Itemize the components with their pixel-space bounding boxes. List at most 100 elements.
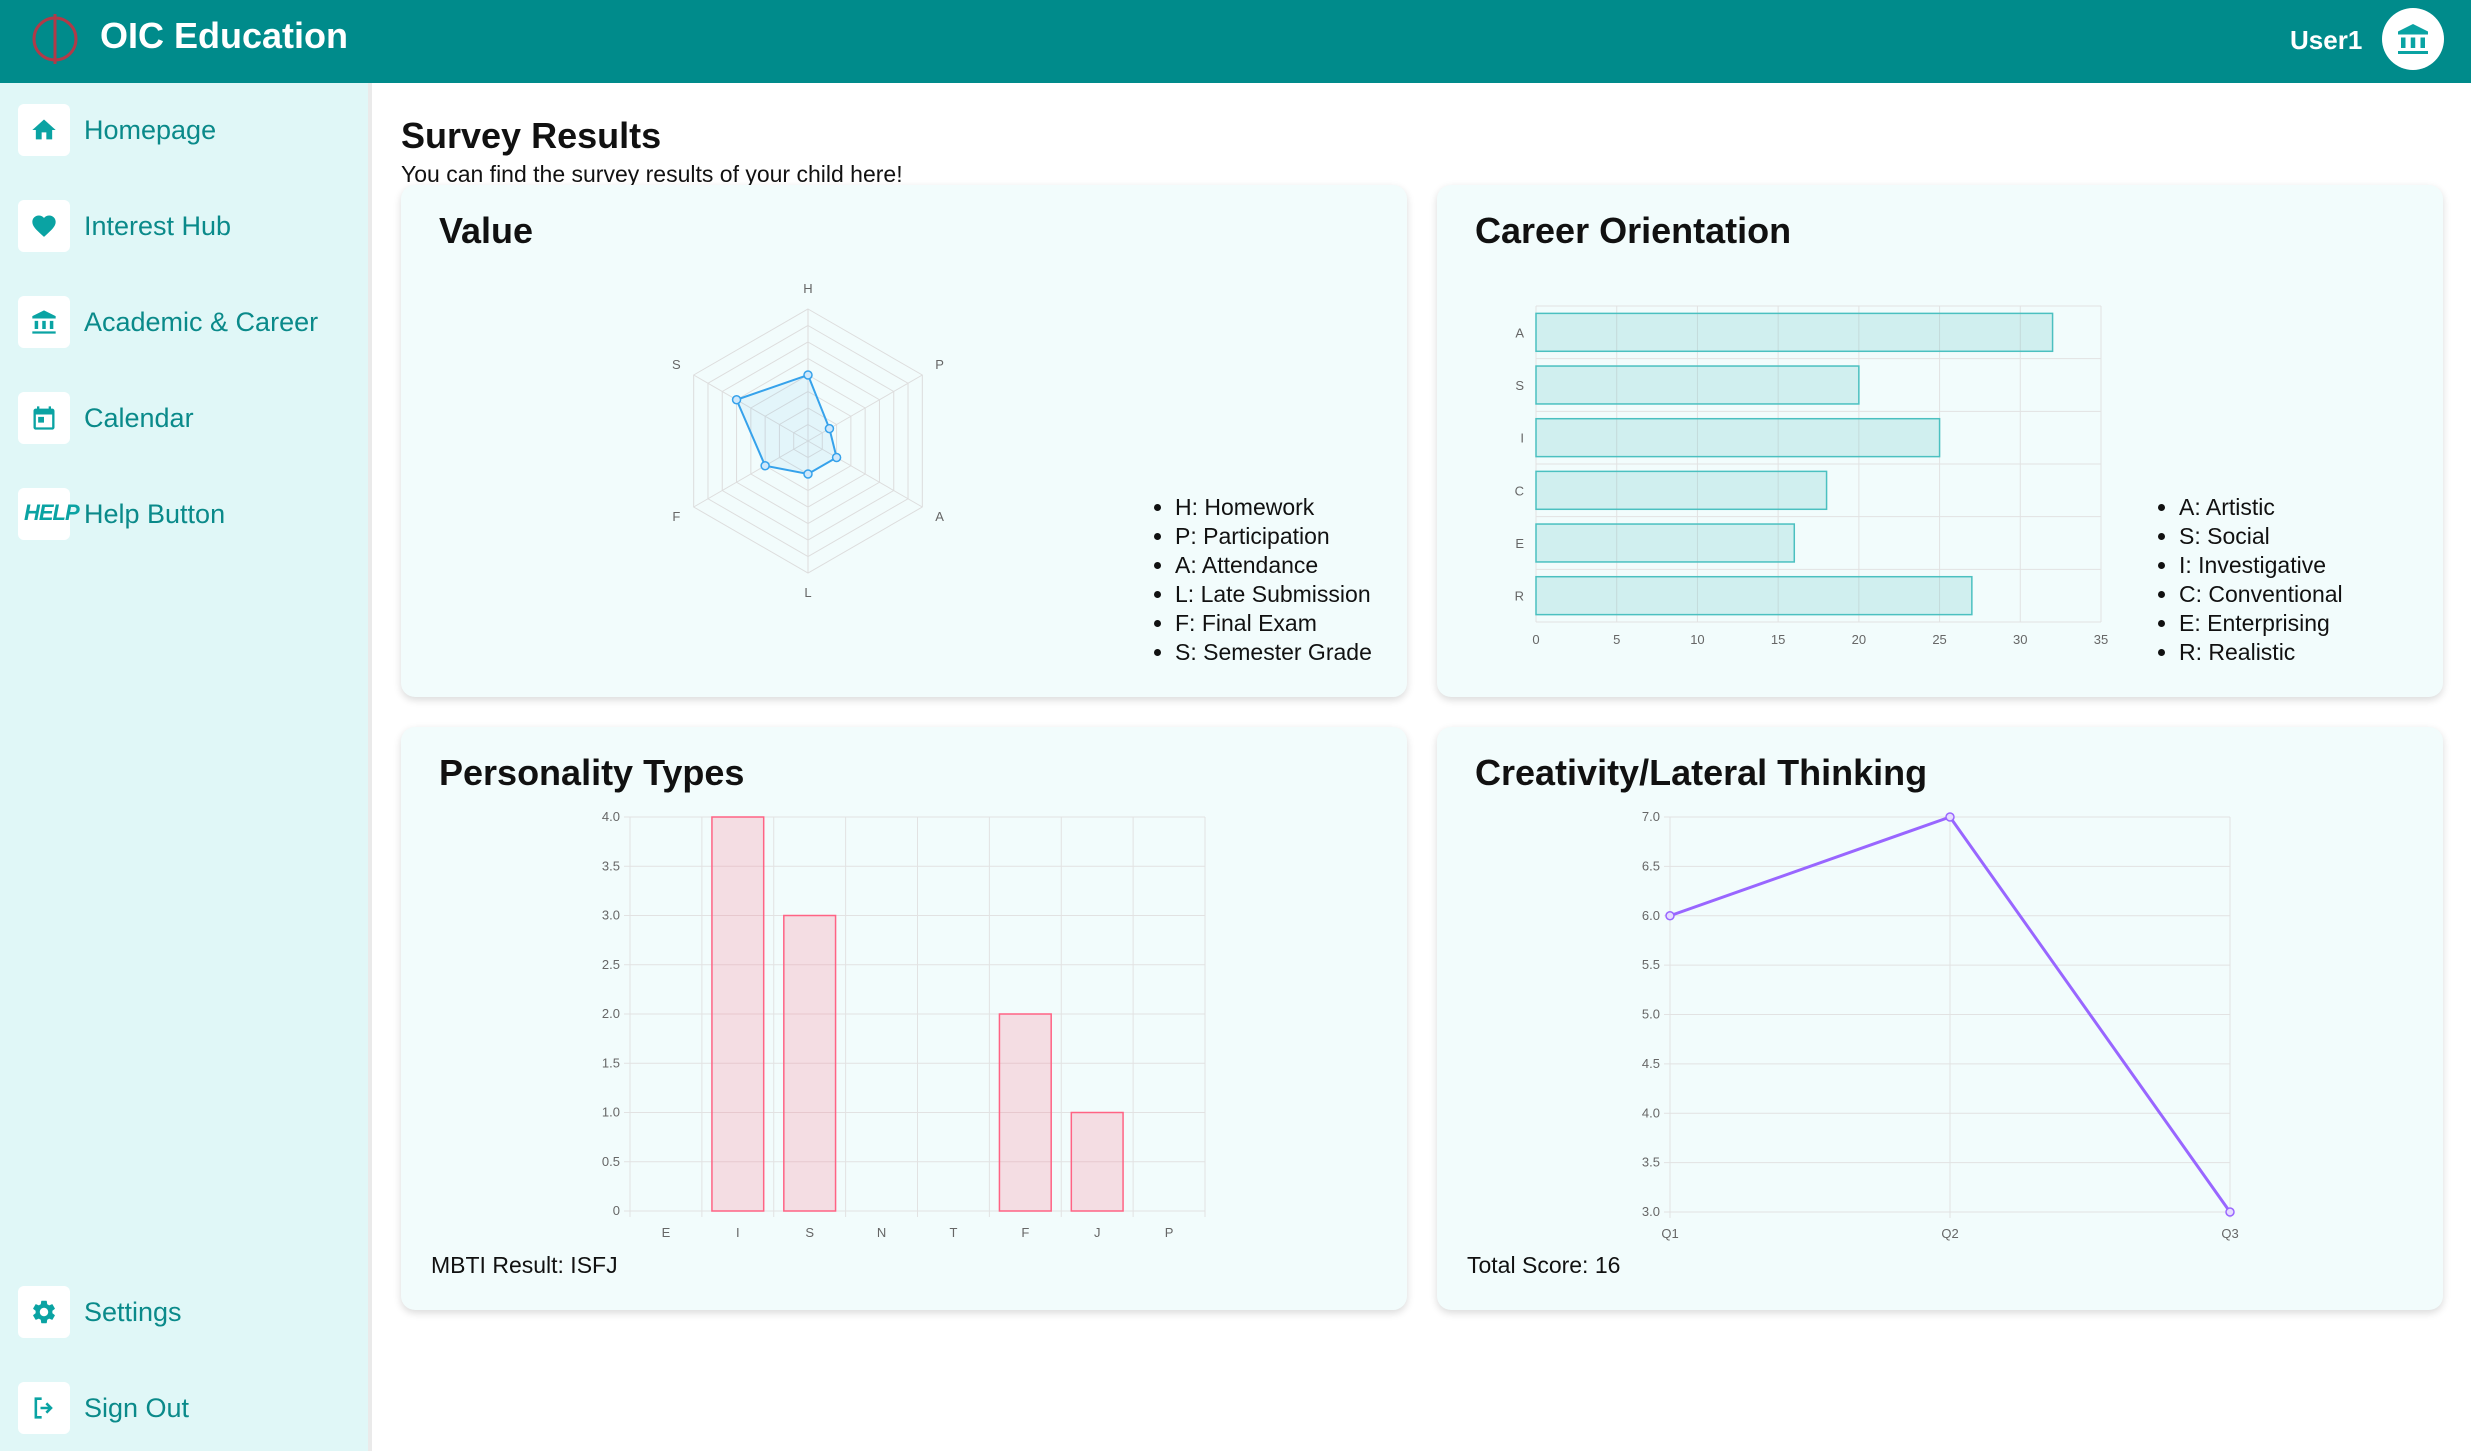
bar [998,1013,1052,1212]
sidebar-item-label: Interest Hub [84,211,232,241]
logo-icon [32,14,78,64]
x-tick-label: Q2 [1941,1226,1958,1241]
nav-icon-box [18,104,70,156]
sidebar-item-label: Homepage [84,115,217,145]
y-tick-label: S [1515,378,1524,393]
y-tick-label: 4.5 [1642,1056,1660,1071]
legend-item: E: Enterprising [2179,609,2343,638]
y-tick-label: I [1520,431,1524,446]
x-tick-label: E [662,1225,671,1240]
line-point [2225,1207,2235,1217]
sidebar-item-settings[interactable]: Settings [18,1286,358,1342]
y-tick-label: 3.0 [1642,1204,1660,1219]
nav-icon-box [18,200,70,252]
x-tick-label: 0 [1532,632,1539,647]
legend-item: A: Attendance [1175,551,1372,580]
y-tick-label: 4.0 [1642,1105,1660,1120]
radar-point [803,370,813,380]
avatar[interactable] [2382,8,2444,70]
legend-item: S: Social [2179,522,2343,551]
y-tick-label: 3.5 [602,858,620,873]
sidebar-item-label: Calendar [84,403,194,433]
legend-item: I: Investigative [2179,551,2343,580]
radar-point [831,452,842,463]
value-radar-chart: H P A L F S [672,281,944,600]
x-tick-label: J [1094,1225,1101,1240]
career-bar-chart: 0 5 10 15 20 25 30 35 A S I C E R [1515,305,2108,647]
legend-item: L: Late Submission [1175,580,1372,609]
legend-item: A: Artistic [2179,493,2343,522]
y-tick-label: R [1515,589,1524,604]
radar-axis-label: P [935,357,944,372]
bar [1535,470,1828,511]
heart-icon [32,215,56,237]
top-bar: OIC Education User1 [0,0,2471,83]
sidebar-item-homepage[interactable]: Homepage [18,104,358,160]
y-tick-label: 6.5 [1642,858,1660,873]
total-score: Total Score: 16 [1467,1252,1621,1278]
legend-item: S: Semester Grade [1175,638,1372,667]
radar-axis-label: F [672,509,680,524]
personality-bar-chart: 0 0.5 1.0 1.5 2.0 2.5 3.0 3.5 4.0 E I S N T F J P [602,809,1206,1240]
legend-item: P: Participation [1175,522,1372,551]
y-tick-label: 3.0 [602,908,620,923]
radar-point [760,461,770,471]
home-icon [32,119,56,140]
card-title: Career Orientation [1475,210,1792,251]
bar [1070,1111,1124,1212]
bar [1535,523,1796,563]
card-title: Personality Types [439,752,745,793]
sidebar-item-label: Settings [84,1297,182,1327]
legend-item: F: Final Exam [1175,609,1372,638]
line-point [1945,812,1955,822]
nav-icon-box [18,1382,70,1434]
y-tick-label: 6.0 [1642,908,1660,923]
sidebar-item-label: Help Button [84,499,226,529]
x-tick-label: 5 [1613,632,1620,647]
bank-icon [32,310,56,334]
sidebar-item-sign-out[interactable]: Sign Out [18,1382,358,1438]
radar-spoke [807,440,923,508]
x-tick-label: I [736,1225,740,1240]
sidebar-item-academic-career[interactable]: Academic & Career [18,296,358,352]
x-tick-label: 20 [1852,632,1866,647]
radar-axis-label: S [672,357,681,372]
y-tick-label: 2.5 [602,957,620,972]
y-tick-label: 4.0 [602,809,620,824]
y-tick-label: 7.0 [1642,809,1660,824]
y-tick-label: 5.0 [1642,1007,1660,1022]
y-tick-label: 5.5 [1642,957,1660,972]
sidebar-item-calendar[interactable]: Calendar [18,392,358,448]
radar-axis-label: H [803,281,812,296]
sidebar-item-help[interactable]: HELP Help Button [18,488,358,544]
legend-item: H: Homework [1175,493,1372,522]
nav-icon-box [18,296,70,348]
radar-spoke [693,374,809,442]
radar-axis-label: L [804,585,811,600]
creativity-line-chart: 3.0 3.5 4.0 4.5 5.0 5.5 6.0 6.5 7.0 Q1 Q2 Q3 [1642,809,2239,1241]
x-tick-label: N [877,1225,886,1240]
bar [1535,575,1973,616]
sidebar-item-label: Academic & Career [84,307,319,337]
x-tick-label: Q1 [1661,1226,1678,1241]
nav-icon-box [18,392,70,444]
bank-icon [2398,24,2428,54]
x-tick-label: S [805,1225,814,1240]
bar [711,816,765,1212]
x-tick-label: T [949,1225,957,1240]
y-tick-label: 0 [613,1203,620,1218]
y-tick-label: 1.5 [602,1055,620,1070]
x-tick-label: Q3 [2221,1226,2238,1241]
nav-icon-box: HELP [18,488,80,540]
radar-series-line [735,373,838,476]
y-tick-label: C [1515,483,1524,498]
sidebar: Homepage Interest Hub Academic & Career … [0,83,372,1451]
legend-item: R: Realistic [2179,638,2343,667]
sidebar-item-interest-hub[interactable]: Interest Hub [18,200,358,256]
radar-point [731,395,742,405]
x-tick-label: 10 [1690,632,1704,647]
value-card: H P A L F S Value H: Homework P: Participatio… [401,185,1407,697]
user-name[interactable]: User1 [2290,25,2363,55]
calendar-icon [33,406,55,430]
page-subtitle: You can find the survey results of your … [401,161,903,187]
